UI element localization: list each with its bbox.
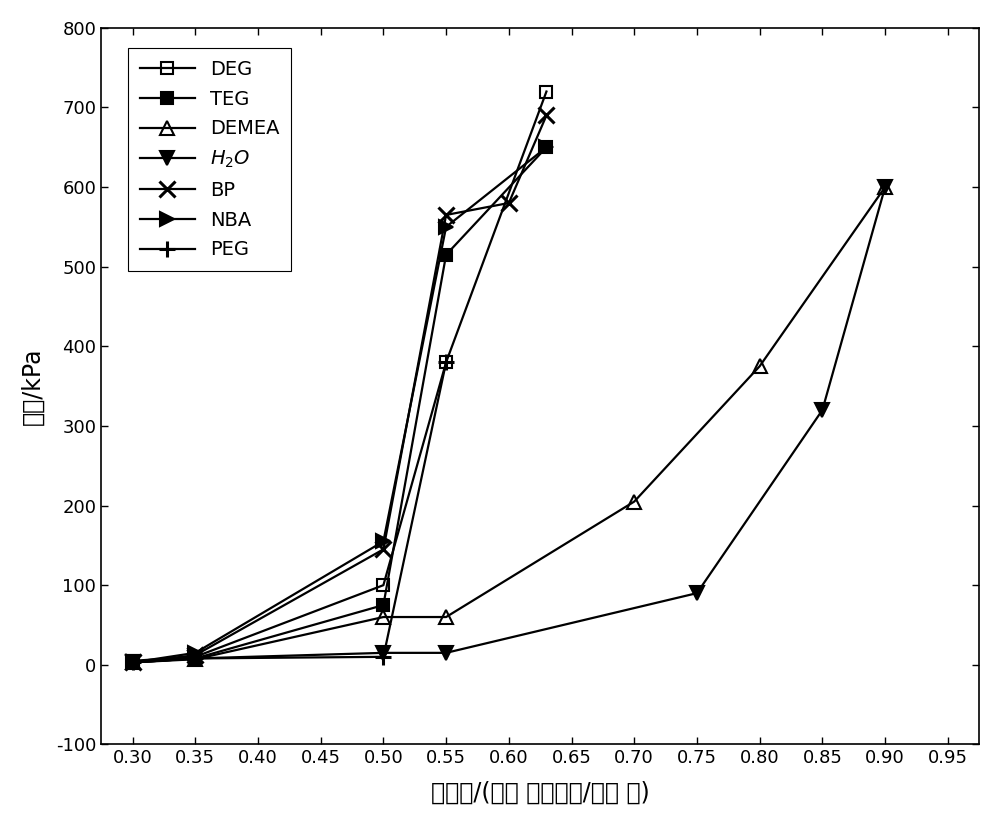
DEMEA xyxy=(879,182,891,192)
BP xyxy=(440,210,452,220)
Line: DEMEA: DEMEA xyxy=(126,180,892,669)
BP xyxy=(540,111,552,121)
DEG xyxy=(440,358,452,368)
BP xyxy=(503,198,515,208)
$H_2O$ xyxy=(377,648,389,657)
NBA xyxy=(189,648,201,657)
DEMEA xyxy=(377,612,389,622)
Line: BP: BP xyxy=(125,107,554,670)
DEG xyxy=(189,652,201,662)
BP xyxy=(189,650,201,660)
TEG xyxy=(127,657,139,667)
NBA xyxy=(127,657,139,667)
DEG xyxy=(377,580,389,590)
Legend: DEG, TEG, DEMEA, $H_2O$, BP, NBA, PEG: DEG, TEG, DEMEA, $H_2O$, BP, NBA, PEG xyxy=(128,48,291,271)
$H_2O$ xyxy=(879,182,891,192)
TEG xyxy=(189,653,201,663)
$H_2O$ xyxy=(127,657,139,667)
Y-axis label: 压力/kPa: 压力/kPa xyxy=(21,348,45,425)
$H_2O$ xyxy=(816,405,828,415)
DEMEA xyxy=(189,654,201,664)
DEMEA xyxy=(754,361,766,371)
DEMEA xyxy=(440,612,452,622)
$H_2O$ xyxy=(691,588,703,598)
DEMEA xyxy=(628,496,640,506)
DEG xyxy=(127,656,139,666)
BP xyxy=(127,657,139,667)
TEG xyxy=(377,601,389,610)
$H_2O$ xyxy=(440,648,452,657)
Line: PEG: PEG xyxy=(124,354,454,671)
NBA xyxy=(377,536,389,546)
DEMEA xyxy=(127,657,139,667)
PEG xyxy=(440,358,452,368)
X-axis label: 吸收量/(摩尔 二氧化碳/摩尔 胺): 吸收量/(摩尔 二氧化碳/摩尔 胺) xyxy=(431,781,650,805)
TEG xyxy=(440,249,452,259)
PEG xyxy=(127,657,139,667)
BP xyxy=(377,544,389,554)
NBA xyxy=(440,222,452,232)
PEG xyxy=(377,652,389,662)
$H_2O$ xyxy=(189,653,201,663)
TEG xyxy=(540,142,552,152)
NBA xyxy=(540,142,552,152)
Line: TEG: TEG xyxy=(126,141,553,669)
PEG xyxy=(189,653,201,663)
Line: DEG: DEG xyxy=(126,85,553,667)
DEG xyxy=(540,87,552,97)
Line: NBA: NBA xyxy=(126,140,553,669)
Line: $H_2O$: $H_2O$ xyxy=(126,180,892,669)
